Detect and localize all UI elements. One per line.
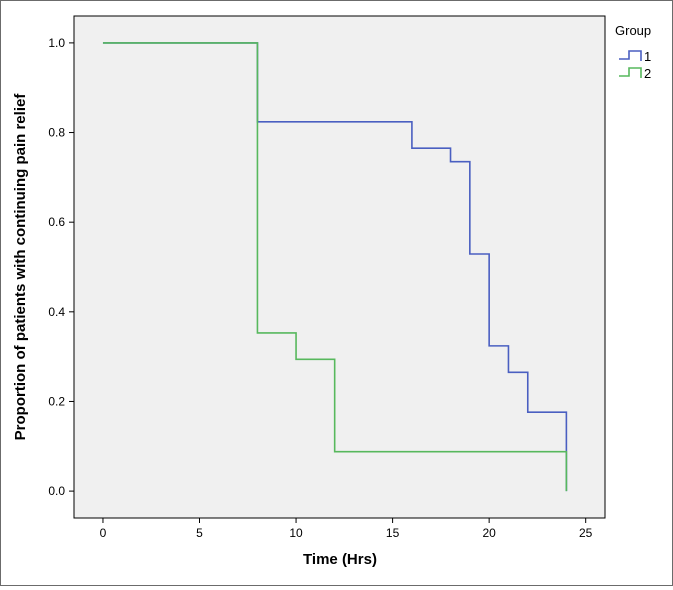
x-axis: 0 5 10 15 20 25 [100, 518, 593, 540]
y-tick-label: 0.2 [48, 394, 65, 408]
x-tick-label: 25 [579, 526, 593, 540]
legend-title: Group [615, 23, 651, 38]
y-axis: 0.0 0.2 0.4 0.6 0.8 1.0 [48, 36, 74, 498]
y-tick-label: 0.0 [48, 484, 65, 498]
x-axis-label: Time (Hrs) [303, 551, 377, 568]
x-tick-label: 5 [196, 526, 203, 540]
legend-label: 2 [644, 66, 651, 81]
series-line-group-1 [102, 42, 568, 492]
legend-swatch [619, 67, 642, 78]
legend-label: 1 [644, 49, 651, 64]
legend-swatch [619, 50, 642, 61]
legend: Group 12 [615, 23, 651, 81]
series-layer [102, 42, 568, 492]
y-tick-label: 1.0 [48, 36, 65, 50]
y-tick-label: 0.8 [48, 126, 65, 140]
x-tick-label: 0 [100, 526, 107, 540]
plot-area [73, 15, 606, 519]
legend-items: 12 [619, 49, 651, 81]
y-tick-label: 0.4 [48, 305, 65, 319]
y-axis-label: Proportion of patients with continuing p… [12, 93, 29, 441]
x-tick-label: 20 [482, 526, 496, 540]
y-tick-label: 0.6 [48, 215, 65, 229]
x-tick-label: 15 [386, 526, 400, 540]
x-tick-label: 10 [289, 526, 303, 540]
series-line-group-2 [102, 42, 568, 492]
